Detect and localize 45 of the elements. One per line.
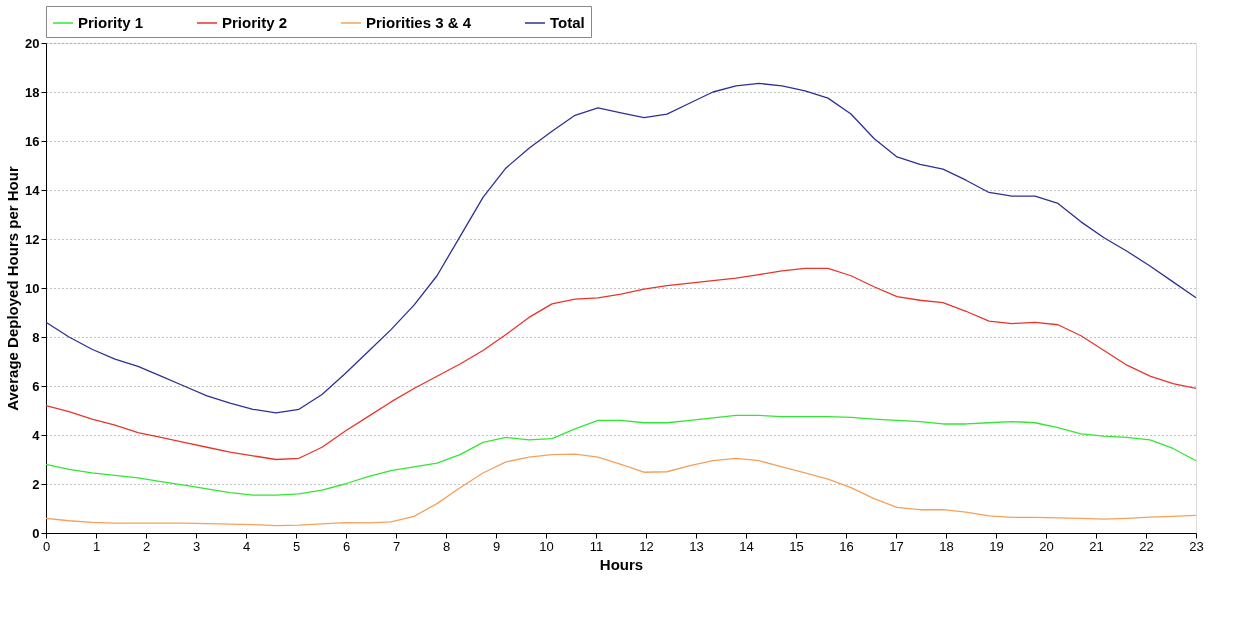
x-tick-label: 3	[192, 538, 201, 554]
y-tick-label: 0	[32, 525, 40, 541]
x-tick-label: 0	[42, 538, 51, 554]
line-series	[45, 267, 1197, 461]
x-tick-label: 4	[242, 538, 251, 554]
x-tick-label: 8	[442, 538, 451, 554]
y-tick-label: 10	[25, 280, 40, 296]
y-tick-label: 16	[25, 133, 40, 149]
x-tick-label: 7	[392, 538, 401, 554]
legend-label: Priorities 3 & 4	[366, 14, 472, 31]
x-tick-label: 19	[989, 538, 1004, 554]
x-tick-label: 9	[492, 538, 501, 554]
x-tick-label: 11	[589, 538, 604, 554]
x-tick-label: 2	[142, 538, 151, 554]
x-tick-label: 22	[1139, 538, 1154, 554]
y-tick-label: 18	[25, 84, 40, 100]
x-tick-label: 15	[789, 538, 804, 554]
y-tick-label: 14	[25, 182, 41, 198]
x-tick-label: 12	[639, 538, 654, 554]
x-tick-label: 1	[92, 538, 101, 554]
legend-label: Priority 1	[78, 14, 144, 31]
x-tick-label: 17	[889, 538, 904, 554]
y-tick-label: 6	[32, 378, 40, 394]
x-tick-label: 23	[1189, 538, 1204, 554]
y-axis-title: Average Deployed Hours per Hour	[4, 166, 22, 411]
legend-label: Total	[550, 14, 585, 31]
x-tick-label: 14	[739, 538, 754, 554]
x-tick-label: 5	[292, 538, 301, 554]
legend-label: Priority 2	[222, 14, 288, 31]
x-tick-label: 18	[939, 538, 954, 554]
y-tick-label: 20	[25, 35, 40, 51]
y-tick-label: 12	[25, 231, 40, 247]
x-axis-title: Hours	[599, 555, 644, 573]
y-tick-label: 2	[32, 476, 40, 492]
x-tick-label: 10	[539, 538, 554, 554]
y-tick-label: 4	[32, 427, 41, 443]
x-tick-label: 13	[689, 538, 704, 554]
x-tick-label: 21	[1089, 538, 1104, 554]
line-series	[45, 414, 1197, 496]
x-tick-label: 6	[342, 538, 351, 554]
x-tick-label: 16	[839, 538, 854, 554]
x-tick-label: 20	[1039, 538, 1054, 554]
line-series	[45, 453, 1197, 527]
y-tick-label: 8	[32, 329, 40, 345]
line-series	[45, 82, 1197, 414]
